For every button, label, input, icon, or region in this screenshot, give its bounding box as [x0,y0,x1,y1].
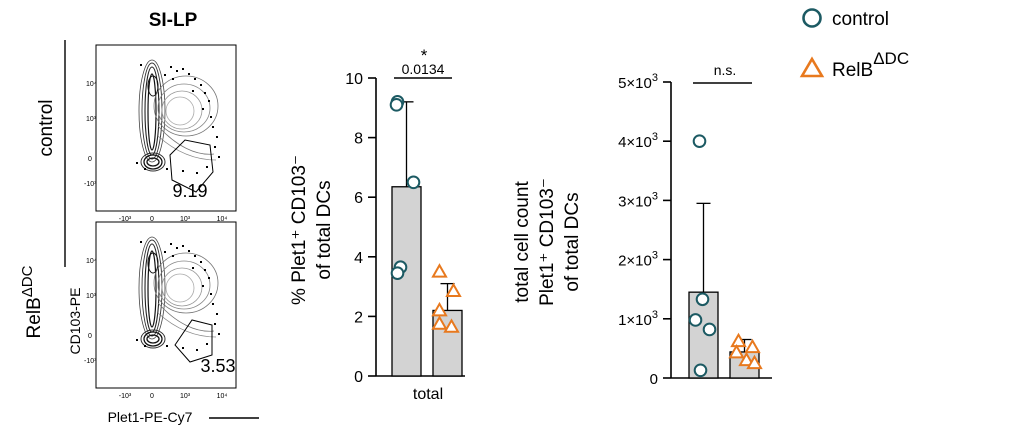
row-label-control: control [36,99,57,156]
data-point-relb [744,338,761,354]
data-point-control [688,313,703,327]
data-point-relb [431,315,448,330]
y-tick-label: 2×103 [618,250,658,270]
flow-y-axis-label: CD103-PE [67,288,83,355]
data-point-relb [746,354,763,370]
data-point-relb [445,282,462,297]
y-tick-label: 10 [345,71,363,88]
legend-label-relb-main: RelB [832,60,873,81]
flow-plot-frame [95,44,237,212]
y-tick-label: 5×103 [618,72,658,92]
row-label-relb-sup: ΔDC [19,265,36,297]
y-axis-label-line1: % Plet1⁺ CD103⁻ [289,155,310,305]
data-point-control [406,175,421,190]
flow-ytick: -10³ [84,181,97,188]
flow-plot-relb: 3.53 10⁴ 10³ 0 -10³ -10³ 0 10³ 10⁴ [84,221,237,400]
legend-circle-marker-icon [802,8,822,28]
y-axis-ticks: 0 1×103 2×103 3×103 4×103 5×103 [618,72,671,388]
y-tick-label: 4 [354,250,363,267]
y-tick-label: 6 [354,190,363,207]
data-point-relb [443,318,460,333]
y-tick-label: 8 [354,131,363,148]
y-axis-label-line1: total cell count [512,181,533,303]
y-tick-label: 0 [354,369,363,386]
y-axis-label-line3: of total DCs [562,192,583,291]
flow-x-axis-label: Plet1-PE-Cy7 [108,409,193,425]
legend-label-control: control [832,9,889,30]
legend-triangle-marker-icon [799,56,825,78]
flow-ytick: 10⁴ [86,81,97,88]
data-point-relb [738,351,755,367]
legend-label-relb: RelBΔDC [832,49,909,81]
flow-ytick: 10⁴ [86,258,97,265]
gate-value-relb: 3.53 [200,356,235,376]
data-point-relb [431,301,448,317]
percent-chart: 0 2 4 6 8 10 % Plet1⁺ CD103⁻ of total DCs tot… [289,46,465,403]
flow-plot-control: 9.19 10⁴ 10³ 0 -10³ -10³ 0 10³ 10⁴ [84,44,237,223]
data-point-control [702,322,717,337]
significance-p-value: 0.0134 [402,61,445,77]
data-point-relb [730,332,747,348]
flow-xtick: 10³ [180,393,191,400]
data-point-control [390,266,405,280]
data-point-relb [431,263,448,278]
count-chart: 0 1×103 2×103 3×103 4×103 5×103 total cell co… [512,62,772,388]
y-axis-label-line2: of total DCs [314,180,335,279]
y-tick-label: 3×103 [618,190,658,210]
flow-xtick: -10³ [119,216,132,223]
data-point-control [389,98,404,112]
data-point-control [692,134,707,148]
flow-xtick: 10⁴ [217,393,228,400]
y-axis-label-line2: Plet1⁺ CD103⁻ [537,178,558,306]
significance-stars: * [421,46,428,65]
y-tick-label: 0 [650,371,658,388]
flow-ytick: 0 [88,333,92,340]
x-category-label: total [413,386,443,403]
row-label-relb-main: RelB [24,297,45,338]
bar-control [391,186,422,377]
bars [391,101,463,377]
flow-ytick: 10³ [86,293,97,300]
gate-polygon [174,319,213,363]
data-point-control [693,363,708,378]
data-point-relb [728,344,745,359]
row-label-relb: RelBΔDC [19,265,45,338]
significance-label: n.s. [714,62,737,78]
y-tick-label: 4×103 [618,131,658,151]
flow-ytick: -10³ [84,358,97,365]
data-point-control [695,292,710,307]
legend: control RelBΔDC [799,8,909,81]
flow-y-ticks: 10⁴ 10³ 0 -10³ [84,81,97,188]
flow-panel: SI-LP control RelBΔDC CD103-PE Plet1-PE-… [19,10,259,425]
flow-xtick: 0 [150,216,154,223]
points [389,95,462,333]
flow-ytick: 10³ [86,116,97,123]
flow-xtick: 0 [150,393,154,400]
flow-xtick: 10³ [180,216,191,223]
flow-ytick: 0 [88,156,92,163]
flow-title: SI-LP [149,10,198,31]
y-axis-ticks: 0 2 4 6 8 10 [345,71,376,386]
gate-polygon [169,139,214,193]
flow-x-ticks: -10³ 0 10³ 10⁴ [119,216,228,223]
y-tick-label: 2 [354,309,363,326]
flow-y-ticks: 10⁴ 10³ 0 -10³ [84,258,97,365]
flow-xtick: -10³ [119,393,132,400]
y-tick-label: 1×103 [618,309,658,329]
flow-xtick: 10⁴ [217,216,228,223]
flow-x-ticks: -10³ 0 10³ 10⁴ [119,393,228,400]
gate-value-control: 9.19 [172,181,207,201]
legend-label-relb-sup: ΔDC [873,49,909,68]
points [688,134,763,378]
